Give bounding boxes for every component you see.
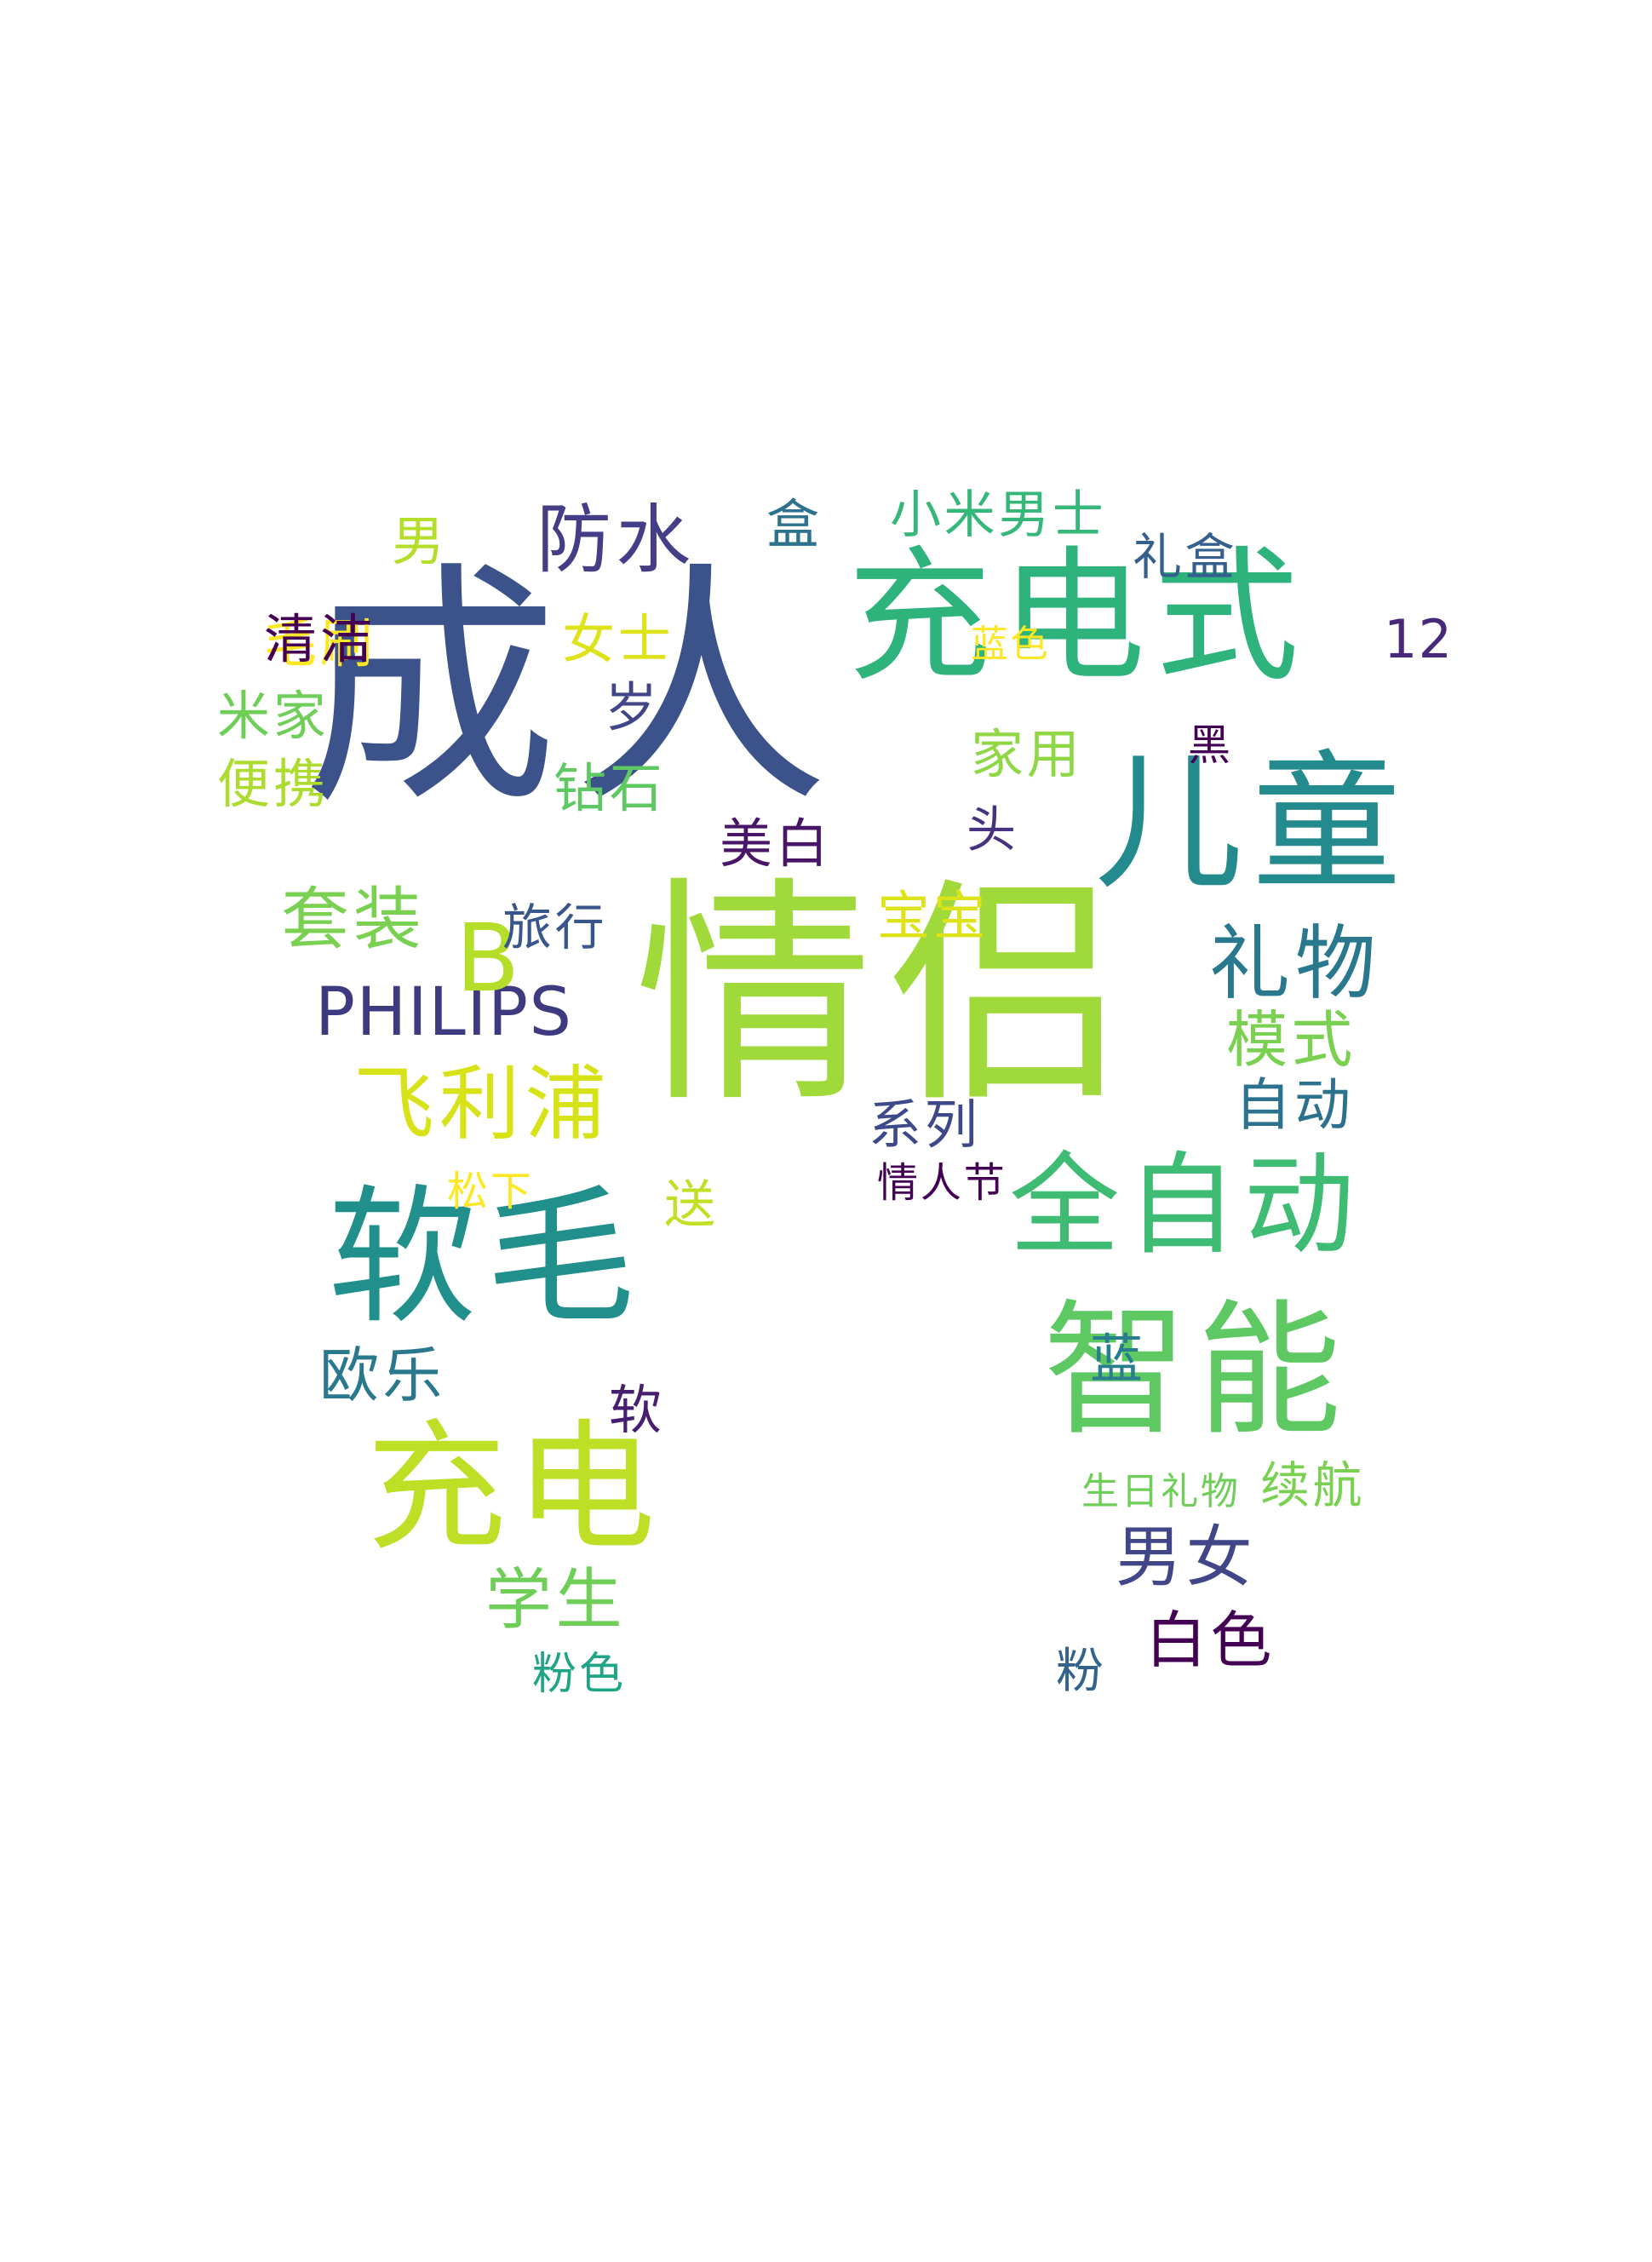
word-lanse-small: 蓝色	[971, 623, 1051, 666]
word-ruan: 软	[609, 1379, 665, 1441]
word-nvshi: 女士	[562, 608, 674, 670]
word-feilipu: 飞利浦	[353, 1058, 611, 1151]
word-nan: 男	[392, 510, 448, 572]
word-taozhuang: 套装	[281, 880, 426, 959]
word-lan: 蓝	[1090, 1328, 1146, 1390]
word-chongdian: 充电	[366, 1406, 664, 1570]
word-tou: 头	[967, 801, 1019, 858]
word-hei: 黑	[1188, 721, 1233, 770]
word-fangshui: 防水	[536, 496, 696, 583]
word-qingrenjie: 情人节	[877, 1159, 1007, 1207]
word-liwu: 礼物	[1209, 917, 1381, 1011]
word-jiayong: 家用	[971, 723, 1083, 785]
word-philips: PHILIPS	[315, 974, 573, 1051]
word-mijia: 米家	[217, 685, 330, 747]
word-nannv: 男女	[1116, 1519, 1257, 1596]
word-twelve: 12	[1384, 608, 1454, 670]
word-zuanshi: 钻石	[554, 757, 666, 819]
word-shengrililiwu: 生日礼物	[1081, 1470, 1241, 1513]
word-lihe: 礼盒	[1133, 528, 1237, 586]
word-he: 盒	[766, 493, 823, 555]
word-song: 送	[664, 1175, 719, 1235]
word-zidong: 自动	[1235, 1072, 1354, 1138]
word-bianxie: 便携	[217, 753, 330, 815]
word-maoshua: 毛刷	[264, 612, 376, 675]
word-sui: 岁	[605, 676, 661, 738]
word-meibai: 美白	[720, 812, 832, 875]
word-xuesheng: 学生	[485, 1562, 627, 1639]
word-qinglv: 情侣	[634, 858, 1140, 1135]
word-oule: 欧乐	[319, 1341, 446, 1410]
word-qingjie: 清洁	[264, 608, 376, 670]
word-fense: 粉色	[532, 1649, 627, 1700]
word-chongdianshi: 充电式	[847, 533, 1308, 702]
word-ruanmao: 软毛	[328, 1172, 644, 1345]
word-ertong: 儿童	[1094, 738, 1410, 910]
word-b: B	[456, 904, 522, 1013]
word-xuhang: 续航	[1260, 1456, 1365, 1514]
word-chengren: 成人	[302, 541, 844, 838]
word-fen: 粉	[1056, 1644, 1107, 1699]
word-lvxing: 旅行	[502, 898, 607, 956]
word-baise: 白色	[1145, 1605, 1276, 1676]
word-baobao: 宝宝	[877, 885, 989, 947]
word-quanzidong: 全自动	[1009, 1140, 1362, 1270]
word-moshi: 模式	[1226, 1004, 1357, 1076]
word-songxia: 松下	[447, 1168, 534, 1215]
word-xiaominanshi: 小米男士	[890, 485, 1107, 545]
word-zhineng: 智能	[1043, 1287, 1351, 1455]
word-xilie: 系列	[869, 1094, 981, 1156]
